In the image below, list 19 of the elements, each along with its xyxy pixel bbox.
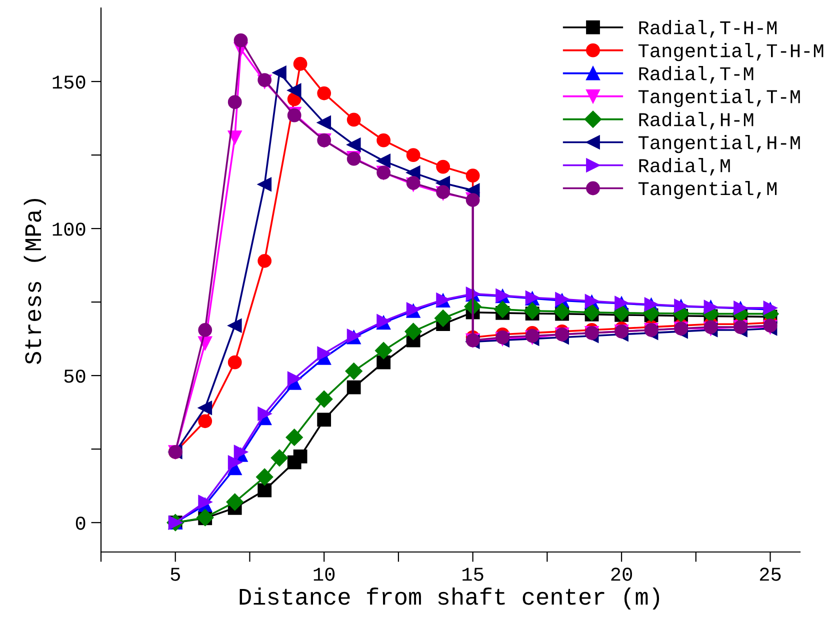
legend-label: Tangential,M [638,180,777,200]
y-tick-label: 100 [52,222,86,236]
x-tick-label: 5 [170,568,180,581]
y-tick-label: 50 [64,370,86,383]
y-tick-label: 0 [76,516,86,530]
y-axis-title: Stress (MPa) [24,198,46,364]
legend-label: Radial,T-H-M [639,20,777,38]
x-tick-label: 20 [611,568,632,581]
x-tick-label: 15 [462,568,484,581]
legend-label: Tangential,T-H-M [638,43,824,62]
legend-label: Radial,T-M [639,66,754,84]
x-tick-label: 10 [314,568,335,581]
legend-label: Radial,M [639,158,730,176]
legend-label: Tangential,T-M [638,89,800,108]
legend-label: Radial,H-M [639,112,754,130]
x-axis-title: Distance from shaft center (m) [240,587,660,610]
legend-label: Tangential,H-M [638,134,800,154]
y-tick-label: 150 [52,76,86,89]
x-tick-label: 25 [760,568,781,581]
